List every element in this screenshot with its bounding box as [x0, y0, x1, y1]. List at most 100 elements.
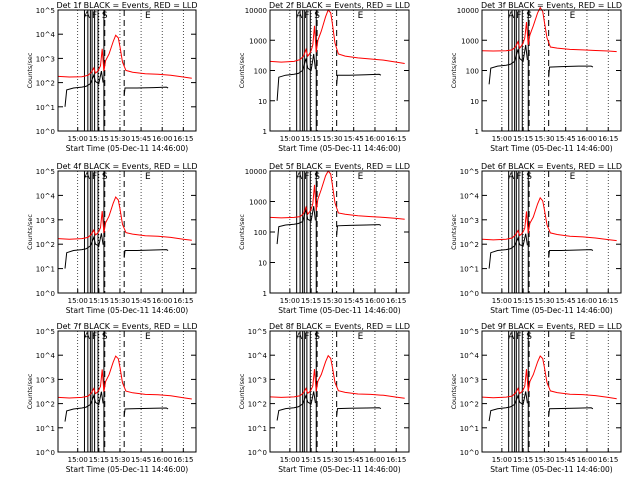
y-tick-label: 1: [263, 290, 267, 298]
series-events: [64, 70, 169, 107]
y-tick-label: 10^4: [36, 31, 56, 39]
y-tick-label: 10^5: [248, 328, 267, 336]
marker-label: S: [314, 172, 320, 182]
x-tick-label: 15:15: [301, 297, 321, 305]
y-axis-label: Counts/sec: [238, 373, 246, 409]
plot-frame: [481, 9, 622, 132]
x-tick-label: 15:15: [89, 135, 109, 143]
marker-label: A: [508, 332, 515, 342]
marker-label: E: [358, 332, 364, 342]
y-tick-label: 100: [254, 68, 267, 76]
y-tick-label: 10^3: [36, 217, 55, 225]
y-tick-label: 10^5: [460, 168, 479, 176]
x-tick-label: 16:15: [173, 135, 193, 143]
marker-label: S: [314, 11, 320, 21]
x-tick-label: 16:15: [598, 456, 618, 464]
x-tick-label: 15:00: [492, 456, 512, 464]
chart-title: Det 9f BLACK = Events, RED = LLD: [481, 322, 622, 331]
x-tick-label: 16:00: [365, 135, 385, 143]
x-tick-label: 15:30: [322, 297, 342, 305]
series-events: [488, 391, 594, 422]
y-tick-label: 10^1: [460, 425, 479, 433]
marker-label: S: [526, 172, 532, 182]
y-tick-label: 10^0: [36, 449, 55, 457]
x-tick-label: 16:00: [365, 456, 385, 464]
x-axis-label: Start Time (05-Dec-11 14:46:00): [490, 306, 612, 315]
y-tick-label: 10: [258, 260, 267, 268]
x-tick-label: 16:15: [173, 456, 193, 464]
y-tick-label: 10^2: [36, 80, 55, 88]
y-tick-label: 100: [254, 229, 267, 237]
y-tick-label: 10^1: [36, 104, 55, 112]
y-tick-label: 10^5: [36, 328, 55, 336]
x-tick-label: 15:30: [322, 456, 342, 464]
x-tick-label: 16:15: [386, 135, 406, 143]
y-axis-label: Counts/sec: [26, 373, 34, 409]
y-tick-label: 10^3: [36, 55, 55, 63]
x-tick-label: 15:45: [131, 135, 151, 143]
x-tick-label: 16:00: [365, 297, 385, 305]
marker-label: F: [516, 172, 521, 182]
marker-label: F: [304, 332, 309, 342]
y-tick-label: 10^1: [248, 425, 267, 433]
y-tick-label: 10^4: [36, 352, 56, 360]
marker-label: E: [358, 172, 364, 182]
series-lld: [270, 9, 405, 64]
marker-label: A: [296, 332, 303, 342]
y-tick-label: 1000: [249, 37, 267, 45]
y-tick-label: 10^2: [248, 401, 267, 409]
series-events: [276, 206, 382, 245]
x-axis-label: Start Time (05-Dec-11 14:46:00): [490, 465, 612, 474]
series-lld: [482, 6, 617, 53]
y-tick-label: 10000: [245, 7, 267, 15]
series-lld: [58, 355, 192, 400]
chart-title: Det 5f BLACK = Events, RED = LLD: [269, 162, 410, 171]
x-tick-label: 15:45: [556, 135, 576, 143]
x-tick-label: 15:45: [344, 456, 364, 464]
marker-label: E: [570, 11, 576, 21]
x-tick-label: 16:15: [598, 297, 618, 305]
x-tick-label: 15:30: [534, 297, 554, 305]
series-lld: [482, 196, 617, 242]
y-tick-label: 10: [470, 98, 479, 106]
series-lld: [482, 355, 617, 400]
y-tick-label: 10^1: [36, 266, 55, 274]
x-tick-label: 15:45: [131, 456, 151, 464]
marker-label: F: [516, 11, 521, 21]
chart-title: Det 7f BLACK = Events, RED = LLD: [56, 322, 197, 331]
marker-label: S: [102, 332, 108, 342]
chart-title: Det 1f BLACK = Events, RED = LLD: [56, 1, 197, 10]
marker-label: E: [570, 332, 576, 342]
y-tick-label: 10^0: [248, 449, 267, 457]
x-tick-label: 15:30: [110, 456, 130, 464]
y-tick-label: 10^4: [36, 192, 56, 200]
marker-label: F: [304, 172, 309, 182]
y-tick-label: 10^1: [460, 266, 479, 274]
y-tick-label: 10^3: [248, 376, 267, 384]
marker-label: A: [84, 332, 91, 342]
x-tick-label: 15:00: [68, 297, 88, 305]
x-tick-label: 15:45: [131, 297, 151, 305]
marker-label: A: [508, 11, 515, 21]
x-axis-label: Start Time (05-Dec-11 14:46:00): [278, 144, 400, 153]
x-tick-label: 16:00: [577, 456, 597, 464]
series-events: [488, 233, 594, 269]
x-tick-label: 16:00: [152, 297, 172, 305]
x-tick-label: 15:15: [513, 456, 533, 464]
series-lld: [270, 170, 405, 220]
x-tick-label: 15:15: [513, 135, 533, 143]
chart-title: Det 6f BLACK = Events, RED = LLD: [481, 162, 622, 171]
y-tick-label: 10000: [457, 7, 479, 15]
y-tick-label: 10000: [245, 168, 267, 176]
series-events: [64, 233, 169, 269]
chart-title: Det 3f BLACK = Events, RED = LLD: [481, 1, 622, 10]
y-tick-label: 10^0: [460, 449, 479, 457]
x-tick-label: 16:00: [577, 135, 597, 143]
chart-title: Det 8f BLACK = Events, RED = LLD: [269, 322, 410, 331]
